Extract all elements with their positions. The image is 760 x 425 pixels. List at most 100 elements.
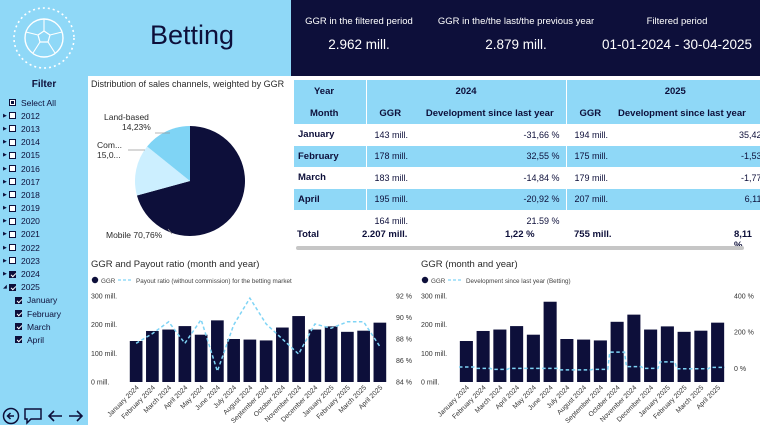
bar[interactable] [459, 341, 473, 382]
expand-down-icon[interactable]: ◢ [3, 284, 7, 291]
checkbox[interactable] [9, 112, 16, 120]
bar[interactable] [373, 322, 387, 382]
bar[interactable] [357, 330, 370, 382]
checkbox[interactable] [9, 165, 16, 173]
filter-month-item[interactable]: March [3, 320, 87, 333]
filter-year-item[interactable]: ▶ 2017 [3, 175, 87, 188]
comment-icon[interactable] [23, 407, 43, 425]
bar[interactable] [627, 314, 641, 382]
bar[interactable] [593, 340, 607, 382]
bar[interactable] [476, 330, 490, 382]
bar[interactable] [146, 330, 159, 382]
checkbox[interactable] [9, 244, 16, 252]
bar[interactable] [711, 322, 725, 382]
checkbox[interactable] [9, 257, 16, 265]
expand-right-icon[interactable]: ▶ [3, 218, 7, 225]
expand-right-icon[interactable]: ▶ [3, 257, 7, 264]
pie-chart[interactable] [130, 121, 250, 241]
checkbox[interactable] [15, 336, 22, 344]
chart2-ggr[interactable]: GGR Development since last year (Betting)… [420, 272, 760, 425]
expand-right-icon[interactable]: ▶ [3, 191, 7, 198]
filter-year-item[interactable]: ▶ 2013 [3, 122, 87, 135]
filter-year-item[interactable]: ▶ 2015 [3, 149, 87, 162]
table-scrollbar[interactable] [296, 246, 744, 250]
bar[interactable] [292, 316, 305, 382]
checkbox[interactable] [9, 178, 16, 186]
expand-right-icon[interactable]: ▶ [3, 205, 7, 212]
bar[interactable] [510, 326, 524, 382]
arrow-left-icon[interactable] [46, 407, 64, 425]
checkbox[interactable] [15, 323, 22, 331]
checkbox[interactable] [9, 230, 16, 238]
checkbox[interactable] [9, 217, 16, 225]
total-dev-2024: 1,22 % [505, 229, 535, 240]
bar[interactable] [162, 329, 175, 382]
filter-month-item[interactable]: April [3, 333, 87, 346]
filter-year-item[interactable]: ◢ 2025 [3, 281, 87, 294]
expand-right-icon[interactable]: ▶ [3, 271, 7, 278]
expand-right-icon[interactable]: ▶ [3, 178, 7, 185]
checkbox[interactable] [9, 270, 16, 278]
filter-year-item[interactable]: ▶ 2021 [3, 228, 87, 241]
bar[interactable] [694, 330, 708, 382]
checkbox[interactable] [9, 125, 16, 133]
checkbox[interactable] [9, 191, 16, 199]
checkbox[interactable] [9, 138, 16, 146]
back-circle-icon[interactable] [2, 407, 20, 425]
arrow-right-icon[interactable] [67, 407, 85, 425]
line-series[interactable] [459, 351, 725, 371]
expand-right-icon[interactable]: ▶ [3, 139, 7, 146]
pie-slice-com[interactable] [135, 146, 190, 196]
checkbox[interactable] [9, 99, 16, 107]
expand-right-icon[interactable]: ▶ [3, 125, 7, 132]
bar[interactable] [644, 329, 658, 382]
filter-year-item[interactable]: ▶ 2019 [3, 202, 87, 215]
filter-year-item[interactable]: ▶ 2020 [3, 215, 87, 228]
filter-year-item[interactable]: ▶ 2016 [3, 162, 87, 175]
bar[interactable] [677, 331, 691, 382]
pie-slice-mobile[interactable] [136, 126, 245, 236]
filter-year-label: 2024 [21, 269, 40, 280]
filter-year-item[interactable]: ▶ 2024 [3, 267, 87, 280]
expand-right-icon[interactable]: ▶ [3, 244, 7, 251]
chart1-ggr-payout[interactable]: GGR Payout ratio (without commission) for… [90, 272, 415, 425]
filter-year-item[interactable]: ▶ 2012 [3, 109, 87, 122]
filter-month-item[interactable]: February [3, 307, 87, 320]
pie-label-com: Com... 15,0... [97, 140, 122, 160]
checkbox[interactable] [9, 283, 16, 291]
pie-slice-land[interactable] [147, 126, 190, 181]
bar[interactable] [276, 327, 289, 382]
bar[interactable] [129, 341, 143, 382]
filter-year-item[interactable]: ▶ 2023 [3, 254, 87, 267]
expand-right-icon[interactable]: ▶ [3, 112, 7, 119]
bar[interactable] [560, 339, 574, 382]
ggr-table[interactable]: Year 2024 2025 Month GGR Development sin… [294, 80, 760, 246]
bar[interactable] [194, 334, 208, 382]
bar[interactable] [227, 339, 240, 382]
checkbox[interactable] [9, 204, 16, 212]
checkbox[interactable] [9, 151, 16, 159]
expand-right-icon[interactable]: ▶ [3, 231, 7, 238]
bar[interactable] [341, 331, 354, 382]
bar[interactable] [243, 339, 257, 382]
bar[interactable] [324, 326, 338, 382]
checkbox[interactable] [15, 296, 22, 304]
filter-year-item[interactable]: ▶ 2022 [3, 241, 87, 254]
checkbox[interactable] [15, 310, 22, 318]
bar[interactable] [259, 340, 273, 382]
expand-right-icon[interactable]: ▶ [3, 152, 7, 159]
bar[interactable] [660, 326, 674, 382]
filter-select-all[interactable]: Select All [3, 96, 87, 109]
bar[interactable] [493, 329, 507, 382]
bar[interactable] [178, 326, 192, 382]
expand-right-icon[interactable]: ▶ [3, 165, 7, 172]
bar[interactable] [211, 320, 224, 382]
filter-year-item[interactable]: ▶ 2018 [3, 188, 87, 201]
bar[interactable] [308, 329, 322, 382]
bar[interactable] [577, 339, 591, 382]
filter-month-item[interactable]: January [3, 294, 87, 307]
bar[interactable] [526, 334, 540, 382]
bar[interactable] [543, 301, 557, 382]
filter-year-item[interactable]: ▶ 2014 [3, 136, 87, 149]
